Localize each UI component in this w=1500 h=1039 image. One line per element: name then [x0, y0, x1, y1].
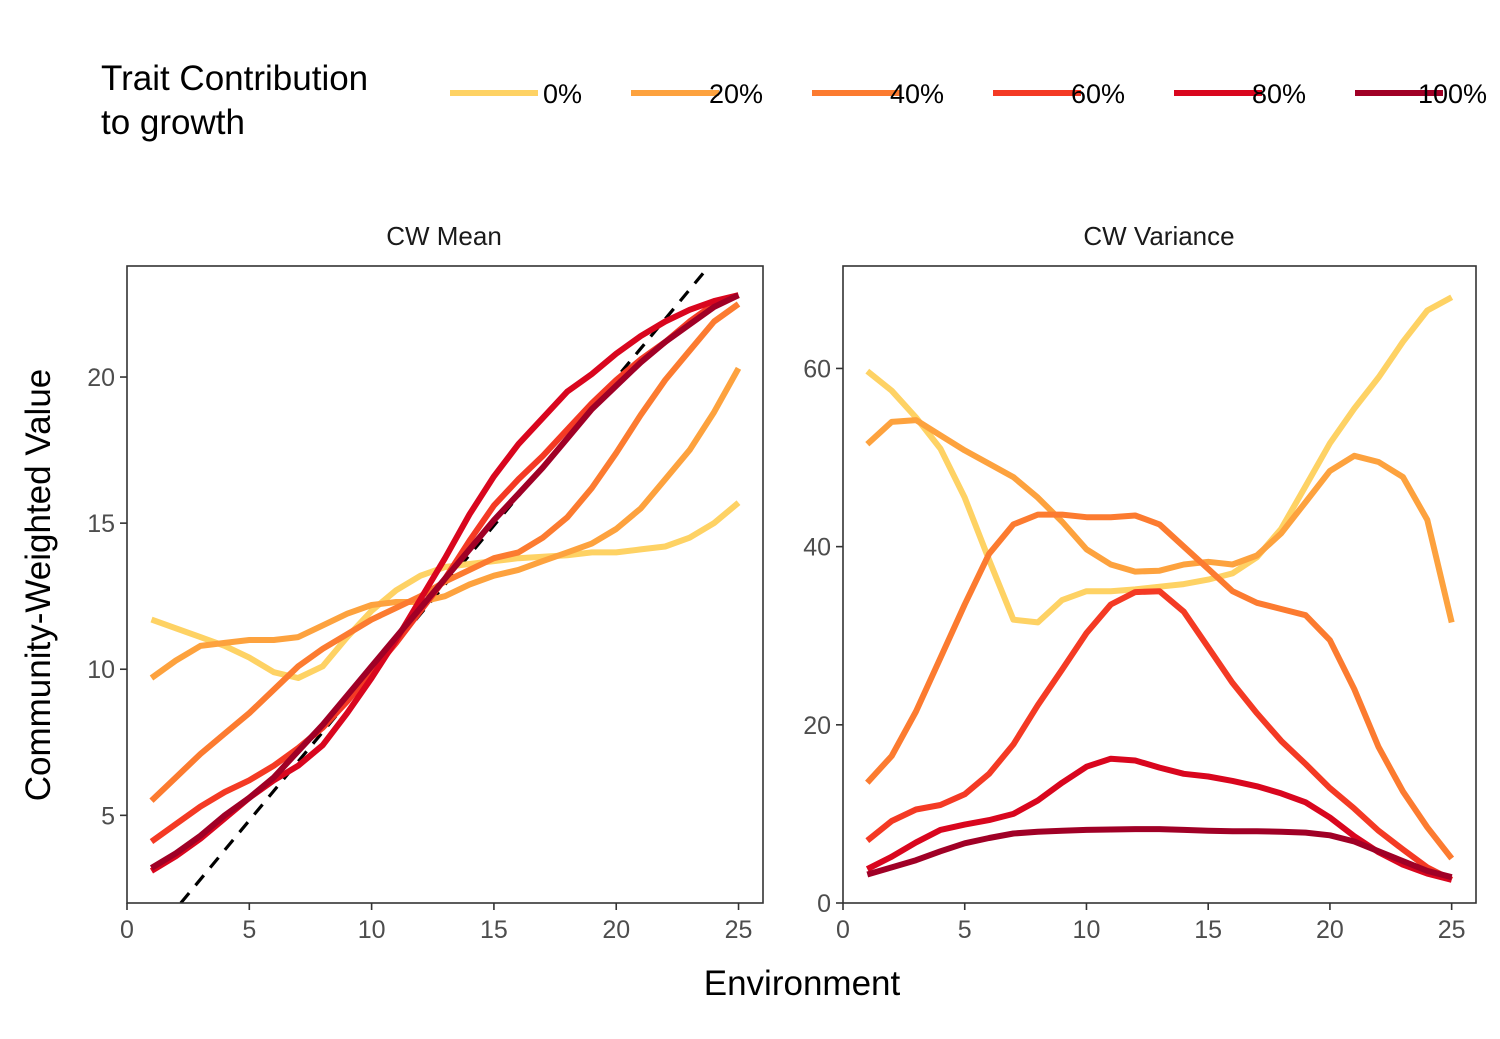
legend-title-line2: to growth — [101, 103, 245, 142]
legend-label-100pct: 100% — [1418, 79, 1487, 109]
y-tick-label: 5 — [101, 802, 115, 830]
x-tick-label: 15 — [1194, 916, 1222, 944]
x-tick-label: 5 — [242, 916, 256, 944]
x-tick-label: 20 — [1316, 916, 1344, 944]
panel-cw-variance: CW Variance 0 5 10 15 20 25 0 20 40 60 — [803, 221, 1477, 944]
x-tick-label: 10 — [358, 916, 386, 944]
y-tick-label: 0 — [817, 890, 831, 918]
y-tick-label: 15 — [87, 510, 115, 538]
panel-border — [842, 265, 1477, 904]
y-tick-label: 10 — [87, 656, 115, 684]
plot-area-cw-mean: 0 5 10 15 20 25 5 10 15 20 — [87, 265, 764, 944]
x-tick-label: 10 — [1073, 916, 1101, 944]
series-line-20pct — [865, 417, 1455, 624]
series-line-100pct — [149, 292, 740, 871]
series-line-20pct — [149, 366, 742, 681]
legend-items: 0% 20% 40% 60% 80% 100% — [450, 79, 1487, 109]
legend-item-20pct: 20% — [631, 79, 763, 109]
panel-cw-mean: CW Mean 0 5 10 15 20 25 5 10 15 20 — [87, 221, 764, 944]
series-line-100pct — [866, 826, 1453, 881]
y-tick-label: 20 — [803, 712, 831, 740]
series-line-60pct — [865, 588, 1454, 883]
legend-item-80pct: 80% — [1174, 79, 1306, 109]
legend-label-0pct: 0% — [543, 79, 582, 109]
series-line-0pct — [150, 500, 741, 681]
legend-title-line1: Trait Contribution — [101, 59, 368, 98]
series-lines — [865, 294, 1455, 883]
panel-border — [126, 265, 764, 904]
series-line-80pct — [865, 755, 1453, 883]
series-line-40pct — [865, 511, 1455, 861]
legend-item-60pct: 60% — [993, 79, 1125, 109]
x-tick-label: 0 — [120, 916, 134, 944]
y-tick-label: 60 — [803, 355, 831, 383]
legend-label-40pct: 40% — [890, 79, 944, 109]
x-tick-label: 5 — [958, 916, 972, 944]
legend-item-0pct: 0% — [450, 79, 582, 109]
x-tick-label: 15 — [480, 916, 508, 944]
x-tick-label: 25 — [1438, 916, 1466, 944]
y-axis-title: Community-Weighted Value — [19, 369, 58, 802]
legend-item-40pct: 40% — [812, 79, 944, 109]
x-tick-label: 20 — [602, 916, 630, 944]
panel-title-cw-mean: CW Mean — [386, 221, 502, 251]
legend-label-20pct: 20% — [709, 79, 763, 109]
plot-area-cw-variance: 0 5 10 15 20 25 0 20 40 60 — [803, 265, 1477, 944]
legend-item-100pct: 100% — [1355, 79, 1487, 109]
x-tick-label: 25 — [725, 916, 753, 944]
y-tick-label: 20 — [87, 364, 115, 392]
series-line-0pct — [865, 294, 1454, 626]
legend: Trait Contribution to growth 0% 20% 40% 60%… — [101, 59, 1487, 142]
legend-label-80pct: 80% — [1252, 79, 1306, 109]
y-tick-label: 40 — [803, 534, 831, 562]
x-tick-label: 0 — [836, 916, 850, 944]
series-lines — [149, 266, 742, 903]
legend-label-60pct: 60% — [1071, 79, 1125, 109]
x-axis-title: Environment — [704, 964, 901, 1003]
panel-title-cw-variance: CW Variance — [1083, 221, 1234, 251]
